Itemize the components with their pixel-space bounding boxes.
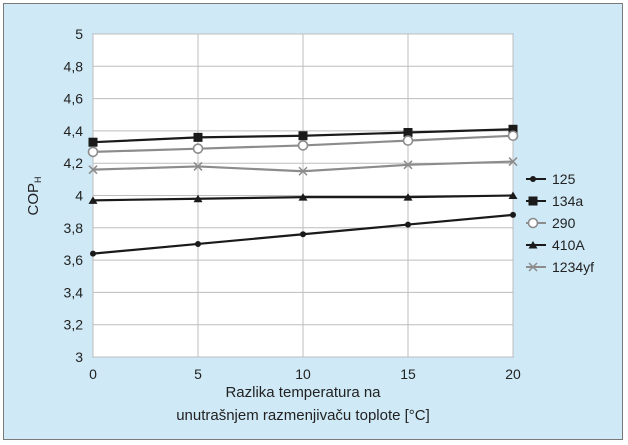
data-point [402,135,414,146]
data-point [193,194,203,203]
y-tick-label: 3,6 [64,252,84,268]
data-point [528,196,538,206]
data-point [88,196,98,204]
legend-item-125: 125 [526,171,576,187]
y-tick-label: 4,2 [64,155,84,171]
x-tick-label: 20 [505,366,521,382]
data-point [403,193,413,201]
y-tick-label: 3,8 [64,220,84,236]
legend-item-290: 290 [526,215,576,231]
data-point [527,217,539,229]
y-tick-label: 3,2 [64,317,84,333]
data-point [507,130,519,142]
data-point [508,157,518,167]
series-410A [88,191,518,204]
series-134a [88,124,518,147]
y-tick-label: 4,4 [64,123,84,139]
data-point [405,221,411,228]
data-point [528,241,538,249]
y-tick-label: 3 [75,349,83,365]
y-tick-label: 4 [75,188,83,204]
x-tick-label: 0 [89,366,97,382]
data-point [298,131,308,141]
series-125 [90,211,516,257]
legend-item-134a: 134a [526,193,583,209]
data-point [508,191,518,199]
y-tick-label: 4,8 [64,58,84,74]
y-tick-label: 5 [75,26,83,42]
legend: 125 134a 290 410A 1234yf [526,171,594,275]
data-point [87,146,99,158]
legend-item-1234yf: 1234yf [526,259,594,275]
x-axis-label-line2: unutrašnjem razmenjivaču toplote [°C] [176,407,430,424]
legend-label: 410A [552,237,585,253]
x-axis-label-line1: Razlika temperatura na [225,384,381,401]
data-point [510,211,516,218]
data-point [88,137,98,147]
data-point [90,250,96,257]
y-axis-label: COPH [25,176,43,215]
data-point [297,140,309,151]
chart-frame: 3 3,2 3,4 3,6 3,8 4 4,2 4,4 4,6 4,8 5 0 5 10 15 20 COP… [3,3,623,440]
data-point [528,262,538,272]
x-tick-label: 10 [295,366,311,382]
data-point [192,143,204,154]
y-tick-label: 4,6 [64,91,84,107]
legend-label: 290 [552,215,576,231]
data-point [403,128,413,138]
data-point [193,161,203,171]
data-point [530,176,536,182]
data-point [300,231,306,238]
data-point [193,132,203,142]
x-tick-label: 5 [194,366,202,382]
series-290 [87,130,519,158]
data-point [88,165,98,175]
legend-item-410A: 410A [526,237,585,253]
legend-label: 1234yf [552,259,594,275]
legend-label: 134a [552,193,583,209]
data-point [298,166,308,176]
data-point [508,124,518,134]
data-point [298,193,308,201]
line-chart: 3 3,2 3,4 3,6 3,8 4 4,2 4,4 4,6 4,8 5 0 5 10 15 20 COP… [25,26,594,424]
x-tick-label: 15 [400,366,416,382]
data-point [195,240,201,247]
legend-label: 125 [552,171,576,187]
y-tick-label: 3,4 [64,284,84,300]
series-1234yf [88,157,518,176]
data-point [403,160,413,170]
